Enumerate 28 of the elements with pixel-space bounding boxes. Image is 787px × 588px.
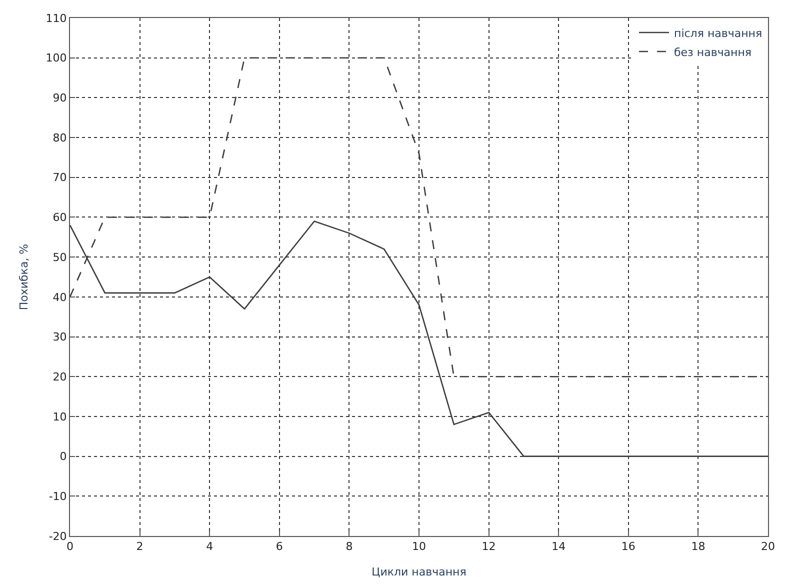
- x-tick-label: 12: [482, 540, 496, 554]
- y-tick-label: 90: [52, 92, 67, 105]
- y-tick-label: 70: [52, 171, 67, 184]
- y-tick-label: 20: [52, 370, 67, 384]
- y-tick-label: -10: [48, 490, 67, 503]
- x-tick-label: 8: [346, 540, 353, 554]
- x-tick-label: 10: [412, 540, 426, 554]
- y-tick-label: 30: [52, 330, 67, 344]
- y-axis-title: Похибка, %: [17, 244, 30, 310]
- y-tick-label: 50: [52, 250, 67, 264]
- y-tick-label: 0: [60, 450, 67, 464]
- x-axis-title: Цикли навчання: [372, 565, 466, 578]
- y-tick-label: 40: [52, 290, 67, 304]
- legend-label: після навчання: [674, 26, 762, 40]
- y-tick-label: 110: [46, 12, 67, 25]
- x-tick-label: 2: [136, 540, 144, 554]
- y-tick-label: 80: [52, 131, 67, 144]
- x-tick-label: 18: [691, 540, 706, 554]
- x-tick-label: 14: [552, 540, 566, 554]
- x-tick-label: 16: [621, 540, 636, 554]
- y-tick-label: -20: [48, 530, 67, 543]
- x-tick-label: 20: [761, 540, 775, 554]
- y-tick-label: 100: [46, 52, 67, 65]
- y-tick-label: 10: [52, 410, 67, 424]
- x-tick-label: 4: [206, 540, 214, 554]
- y-tick-label: 60: [52, 211, 67, 224]
- legend-label: без навчання: [674, 46, 752, 59]
- x-tick-label: 6: [276, 540, 283, 554]
